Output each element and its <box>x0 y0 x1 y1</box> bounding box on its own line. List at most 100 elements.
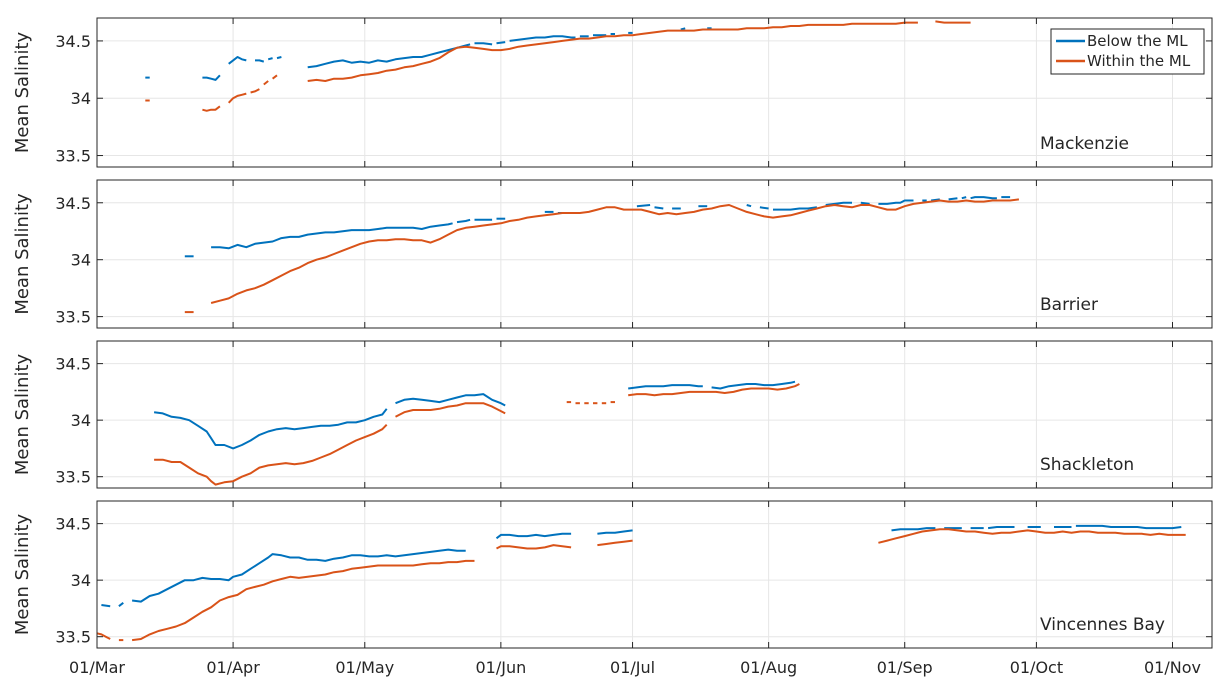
panel-name-barrier: Barrier <box>1040 295 1098 315</box>
y-axis-label: Mean Salinity <box>12 513 33 635</box>
series-segment <box>987 526 1015 530</box>
series-segment <box>961 196 967 200</box>
series-segment <box>131 548 466 603</box>
series-segment <box>267 57 273 61</box>
x-tick-label: 01/Mar <box>69 658 125 677</box>
series-segment <box>154 424 388 486</box>
axes-frame <box>96 179 1213 329</box>
series-segment <box>496 544 572 550</box>
series-segment <box>271 74 278 80</box>
series-segment <box>1075 524 1182 530</box>
series-segment <box>276 56 282 60</box>
series-segment <box>255 59 265 63</box>
series-segment <box>495 532 572 540</box>
y-tick-label: 34.5 <box>55 194 91 213</box>
series-below-ml-shackleton <box>153 380 796 450</box>
series-within-ml-vincennes-bay <box>96 528 1186 642</box>
x-tick-label: 01/Sep <box>877 658 933 677</box>
series-below-ml-barrier <box>184 196 1011 258</box>
series-within-ml-mackenzie <box>145 20 971 112</box>
panel-name-shackleton: Shackleton <box>1040 455 1134 475</box>
y-tick-label: 33.5 <box>55 468 91 487</box>
panel-name-mackenzie: Mackenzie <box>1040 134 1129 154</box>
series-segment <box>202 74 221 81</box>
x-tick-label: 01/Jun <box>475 658 526 677</box>
y-tick-label: 33.5 <box>55 147 91 166</box>
legend-label-within-ml: Within the ML <box>1087 52 1191 70</box>
y-axis-label: Mean Salinity <box>12 353 33 475</box>
series-segment <box>202 105 221 112</box>
series-segment <box>860 201 870 205</box>
y-tick-label: 34.5 <box>55 32 91 51</box>
series-segment <box>878 528 1186 544</box>
series-segment <box>131 559 475 642</box>
x-tick-label: 01/Oct <box>1010 658 1063 677</box>
series-segment <box>395 393 506 407</box>
legend: Below the ML Within the ML <box>1050 28 1205 75</box>
series-segment <box>970 196 997 200</box>
series-segment <box>711 380 796 390</box>
axes-frame <box>96 500 1213 649</box>
series-segment <box>935 20 971 24</box>
series-segment <box>509 35 576 42</box>
panels-group: 33.5 34 34.5 Mean Salinity Mackenzie 33.5 34 34… <box>12 17 1213 649</box>
series-segment <box>759 206 769 210</box>
axes-frame <box>96 17 1213 168</box>
series-segment <box>456 218 471 224</box>
series-segment <box>930 198 940 202</box>
series-segment <box>227 92 247 104</box>
y-tick-label: 34 <box>71 251 91 270</box>
panel-vincennes-bay: 33.5 34 34.5 Mean Salinity Vincennes Bay <box>12 500 1213 649</box>
y-tick-label: 34.5 <box>55 515 91 534</box>
series-below-ml-mackenzie <box>145 27 712 81</box>
series-segment <box>210 198 1020 304</box>
y-tick-label: 34 <box>71 571 91 590</box>
series-segment <box>680 27 686 31</box>
legend-box <box>1050 28 1205 75</box>
series-segment <box>628 383 800 397</box>
x-tick-label: 01/Nov <box>1144 658 1201 677</box>
legend-label-below-ml: Below the ML <box>1087 32 1188 50</box>
series-segment <box>211 222 453 250</box>
y-axis-label: Mean Salinity <box>12 31 33 153</box>
x-tick-label: 01/Aug <box>740 658 797 677</box>
y-tick-label: 34 <box>71 411 91 430</box>
series-within-ml-shackleton <box>154 383 800 486</box>
series-segment <box>948 197 958 201</box>
series-segment <box>474 42 493 46</box>
series-segment <box>96 632 111 640</box>
series-segment <box>891 527 936 532</box>
panel-name-vincennes-bay: Vincennes Bay <box>1040 615 1165 635</box>
series-segment <box>496 41 506 45</box>
panel-mackenzie: 33.5 34 34.5 Mean Salinity Mackenzie <box>12 17 1213 168</box>
series-segment <box>228 56 247 65</box>
x-tick-label: 01/Jul <box>610 658 655 677</box>
series-segment <box>746 204 752 208</box>
series-segment <box>878 199 914 205</box>
series-segment <box>307 43 471 69</box>
series-segment <box>636 204 651 208</box>
series-segment <box>825 201 852 206</box>
x-tick-label: 01/Apr <box>206 658 260 677</box>
y-tick-label: 34 <box>71 89 91 108</box>
panel-shackleton: 33.5 34 34.5 Mean Salinity Shackleton <box>12 340 1213 489</box>
series-below-ml-vincennes-bay <box>101 524 1182 608</box>
panel-barrier: 33.5 34 34.5 Mean Salinity Barrier <box>12 179 1213 329</box>
series-segment <box>654 206 664 210</box>
series-segment <box>101 604 111 608</box>
y-tick-label: 34.5 <box>55 355 91 374</box>
series-segment <box>250 88 260 94</box>
y-axis-label: Mean Salinity <box>12 193 33 315</box>
x-tick-label: 01/May <box>335 658 394 677</box>
series-segment <box>628 384 703 390</box>
series-segment <box>773 206 818 211</box>
series-segment <box>597 539 633 547</box>
series-segment <box>307 21 918 82</box>
series-segment <box>597 529 633 535</box>
series-segment <box>395 402 506 418</box>
y-tick-label: 33.5 <box>55 308 91 327</box>
x-axis: 01/Mar 01/Apr 01/May 01/Jun 01/Jul 01/Aug 01/S… <box>69 658 1201 677</box>
series-within-ml-barrier <box>184 198 1020 314</box>
series-segment <box>118 602 124 607</box>
